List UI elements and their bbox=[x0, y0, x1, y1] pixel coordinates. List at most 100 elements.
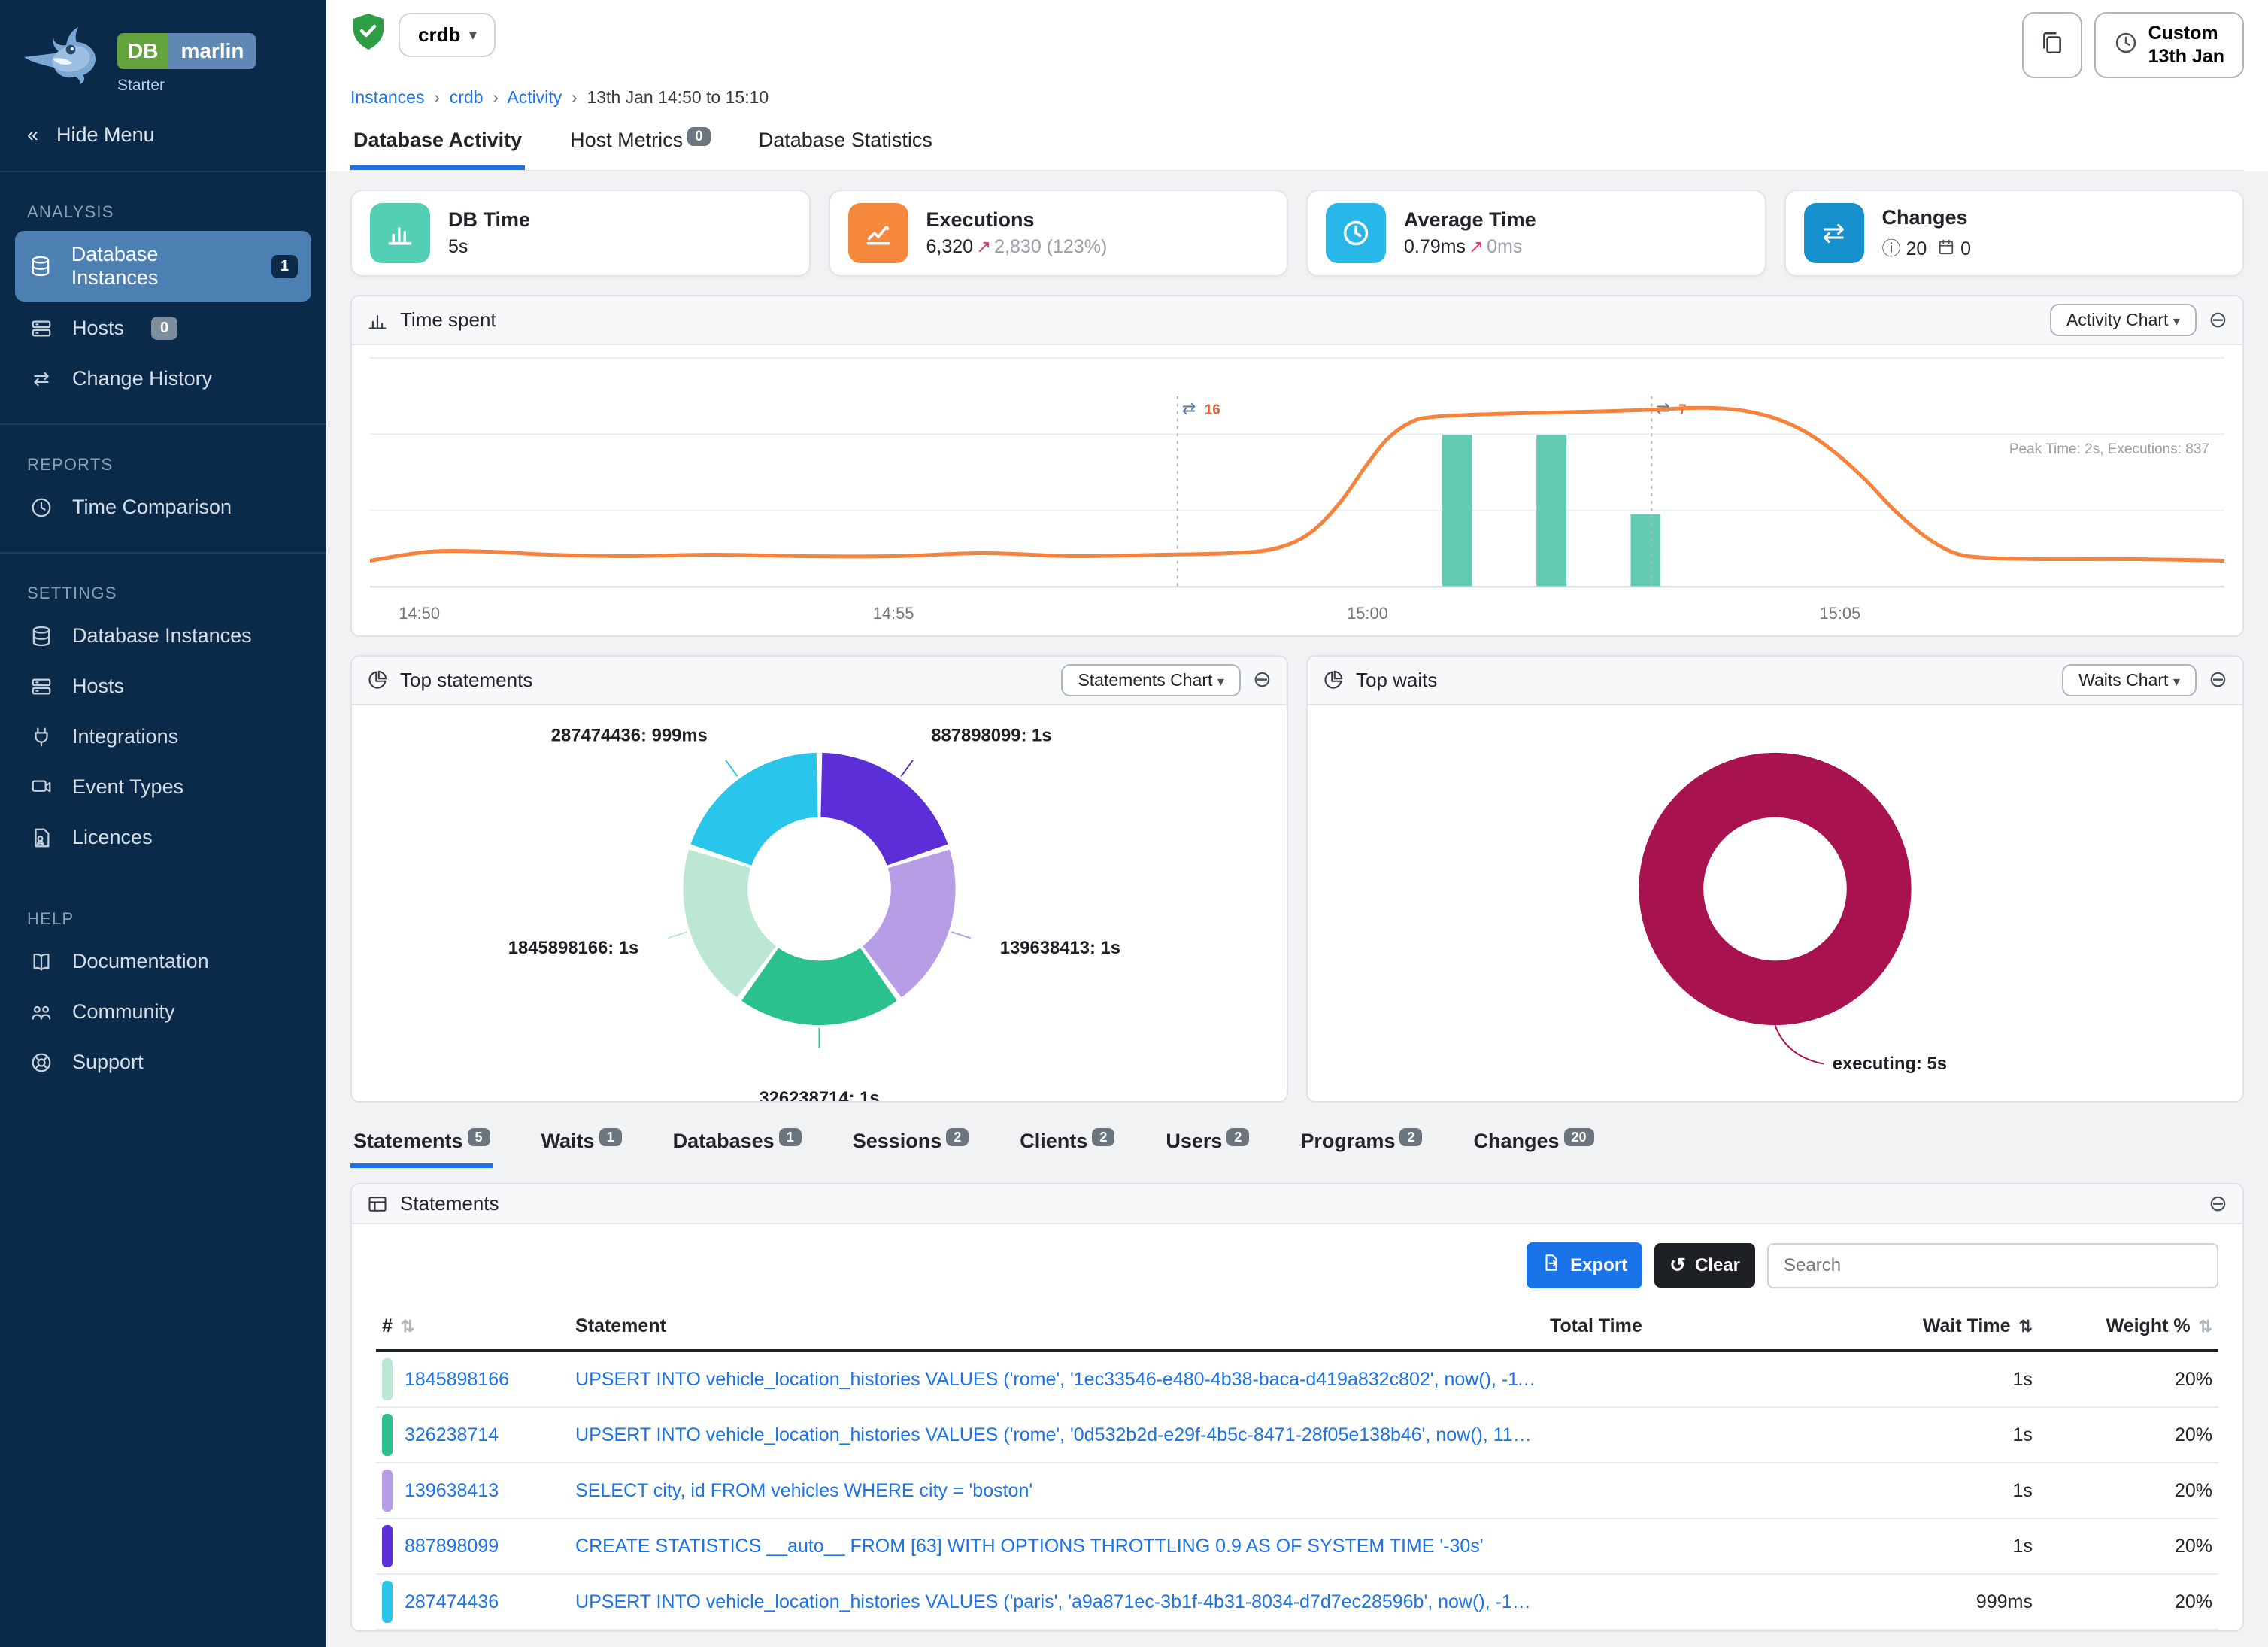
col-statement[interactable]: Statement bbox=[569, 1303, 1545, 1353]
calendar-icon bbox=[1937, 238, 1955, 259]
statement-id-link[interactable]: 887898099 bbox=[405, 1535, 499, 1557]
waits-donut[interactable]: executing: 5s bbox=[1308, 705, 2242, 1101]
card-value: 5s bbox=[448, 236, 468, 257]
sidebar-item-label: Community bbox=[72, 1000, 175, 1023]
statement-text-link[interactable]: CREATE STATISTICS __auto__ FROM [63] WIT… bbox=[575, 1535, 1484, 1557]
collapse-icon[interactable]: ⊖ bbox=[2208, 307, 2227, 332]
bottom-tab-changes[interactable]: Changes 20 bbox=[1470, 1124, 1596, 1168]
time-spent-chart: Peak Time: 2s, Executions: 837 ⇄ 16 ⇄ 7 14:5… bbox=[352, 345, 2242, 635]
wait-time-value: 1s bbox=[1771, 1351, 2039, 1409]
breadcrumb-instances[interactable]: Instances bbox=[350, 87, 425, 107]
sidebar-item-database-instances[interactable]: Database Instances 1 bbox=[15, 231, 311, 302]
event-icon bbox=[29, 776, 54, 799]
sidebar-item-label: Event Types bbox=[72, 775, 184, 798]
copy-icon bbox=[2039, 30, 2065, 61]
time-range-line2: 13th Jan bbox=[2148, 46, 2224, 67]
sidebar-item-documentation[interactable]: Documentation bbox=[15, 938, 311, 985]
sidebar-item-settings-hosts[interactable]: Hosts bbox=[15, 663, 311, 710]
hide-menu-button[interactable]: « Hide Menu bbox=[0, 102, 326, 168]
statement-text-link[interactable]: UPSERT INTO vehicle_location_histories V… bbox=[575, 1591, 1539, 1612]
tab-database-activity[interactable]: Database Activity bbox=[350, 120, 526, 170]
bottom-tab-waits[interactable]: Waits 1 bbox=[538, 1124, 625, 1168]
bottom-tab-users[interactable]: Users 2 bbox=[1163, 1124, 1252, 1168]
tab-database-statistics[interactable]: Database Statistics bbox=[758, 129, 932, 151]
col-total-time[interactable]: Total Time bbox=[1544, 1303, 1772, 1353]
tab-badge: 2 bbox=[1092, 1128, 1115, 1147]
weight-value: 20% bbox=[2038, 1351, 2218, 1409]
table-icon bbox=[367, 1194, 388, 1215]
sidebar-item-integrations[interactable]: Integrations bbox=[15, 713, 311, 760]
divider bbox=[0, 552, 326, 554]
breadcrumb-activity[interactable]: Activity bbox=[507, 87, 562, 107]
sidebar-item-label: Hosts bbox=[72, 317, 125, 339]
instance-dropdown[interactable]: crdb ▾ bbox=[399, 12, 496, 57]
chevrons-left-icon: « bbox=[27, 123, 39, 146]
content: DB Time 5s Executions 6,320 ↗ 2,830 (123%)… bbox=[326, 171, 2268, 1647]
weight-value: 20% bbox=[2038, 1407, 2218, 1464]
bottom-tab-clients[interactable]: Clients 2 bbox=[1017, 1124, 1117, 1168]
panel-title: Top waits bbox=[1356, 668, 1438, 691]
sidebar-item-support[interactable]: Support bbox=[15, 1039, 311, 1086]
brand: DB marlin Starter bbox=[0, 0, 326, 102]
time-spent-svg[interactable]: ⇄ 16 ⇄ 714:50 14:55 15:00 15:05 bbox=[370, 357, 2224, 629]
time-range-button[interactable]: Custom 13th Jan bbox=[2094, 12, 2244, 78]
wait-time-value: 1s bbox=[1771, 1407, 2039, 1464]
svg-text:287474436: 999ms: 287474436: 999ms bbox=[551, 726, 708, 746]
tab-badge: 0 bbox=[687, 127, 711, 146]
statement-text-link[interactable]: UPSERT INTO vehicle_location_histories V… bbox=[575, 1424, 1539, 1445]
statements-donut[interactable]: 887898099: 1s 139638413: 1s 326238714: 1s 1… bbox=[352, 705, 1287, 1102]
breadcrumb-range: 13th Jan 14:50 to 15:10 bbox=[587, 87, 769, 107]
sidebar-item-time-comparison[interactable]: Time Comparison bbox=[15, 484, 311, 531]
svg-text:14:55: 14:55 bbox=[873, 604, 914, 623]
statement-id-link[interactable]: 139638413 bbox=[405, 1479, 499, 1501]
peak-note: Peak Time: 2s, Executions: 837 bbox=[2009, 441, 2209, 457]
sidebar-item-label: Change History bbox=[72, 367, 213, 390]
section-help: HELP bbox=[27, 909, 74, 928]
bottom-tab-databases[interactable]: Databases 1 bbox=[670, 1124, 805, 1168]
brand-text: DB marlin Starter bbox=[117, 33, 256, 95]
bottom-tab-statements[interactable]: Statements 5 bbox=[350, 1124, 493, 1169]
main-area: crdb ▾ Custom 13th Jan bbox=[326, 0, 2268, 1647]
tab-host-metrics[interactable]: Host Metrics 0 bbox=[567, 120, 714, 170]
bottom-tab-sessions[interactable]: Sessions 2 bbox=[850, 1124, 972, 1168]
sidebar-item-event-types[interactable]: Event Types bbox=[15, 763, 311, 811]
sidebar-item-community[interactable]: Community bbox=[15, 988, 311, 1036]
copy-button[interactable] bbox=[2021, 12, 2082, 78]
col-wait-time[interactable]: Wait Time ⇅ bbox=[1771, 1303, 2039, 1353]
divider bbox=[0, 171, 326, 172]
waits-chart-select[interactable]: Waits Chart ▾ bbox=[2062, 663, 2197, 696]
licence-icon bbox=[29, 827, 54, 849]
breadcrumb-crdb[interactable]: crdb bbox=[449, 87, 484, 107]
book-icon bbox=[29, 951, 54, 973]
collapse-icon[interactable]: ⊖ bbox=[2208, 667, 2227, 693]
col-weight[interactable]: Weight % ⇅ bbox=[2038, 1303, 2218, 1353]
sidebar-item-hosts[interactable]: Hosts 0 bbox=[15, 305, 311, 352]
statement-text-link[interactable]: UPSERT INTO vehicle_location_histories V… bbox=[575, 1368, 1539, 1390]
bottom-tab-programs[interactable]: Programs 2 bbox=[1297, 1124, 1425, 1168]
col-num[interactable]: # ⇅ bbox=[376, 1303, 570, 1353]
breadcrumb: Instances › crdb › Activity › 13th Jan 1… bbox=[350, 87, 769, 107]
search-input[interactable] bbox=[1767, 1242, 2218, 1288]
tab-badge: 1 bbox=[778, 1128, 802, 1147]
export-icon bbox=[1542, 1253, 1561, 1278]
collapse-icon[interactable]: ⊖ bbox=[1252, 667, 1272, 693]
statement-id-link[interactable]: 326238714 bbox=[405, 1424, 499, 1445]
statements-chart-select[interactable]: Statements Chart ▾ bbox=[1061, 663, 1241, 696]
clear-button[interactable]: ↺ Clear bbox=[1654, 1243, 1755, 1288]
sidebar-item-settings-database-instances[interactable]: Database Instances bbox=[15, 612, 311, 660]
tab-badge: 2 bbox=[1399, 1128, 1423, 1147]
statement-color-chip bbox=[382, 1358, 393, 1401]
pie-chart-icon bbox=[1323, 669, 1344, 690]
sidebar-item-licences[interactable]: Licences bbox=[15, 814, 311, 861]
sidebar-item-change-history[interactable]: ⇄ Change History bbox=[15, 355, 311, 402]
top-tabs: Database Activity Host Metrics 0 Database… bbox=[350, 120, 2244, 171]
card-db-time: DB Time 5s bbox=[350, 190, 811, 277]
statement-id-link[interactable]: 1845898166 bbox=[405, 1368, 510, 1390]
export-button[interactable]: Export bbox=[1527, 1242, 1643, 1289]
activity-chart-select[interactable]: Activity Chart ▾ bbox=[2049, 304, 2197, 336]
statement-text-link[interactable]: SELECT city, id FROM vehicles WHERE city… bbox=[575, 1479, 1033, 1501]
statement-id-link[interactable]: 287474436 bbox=[405, 1591, 499, 1612]
health-shield-icon bbox=[350, 12, 387, 57]
collapse-icon[interactable]: ⊖ bbox=[2208, 1191, 2227, 1216]
svg-text:⇄: ⇄ bbox=[1182, 399, 1196, 418]
